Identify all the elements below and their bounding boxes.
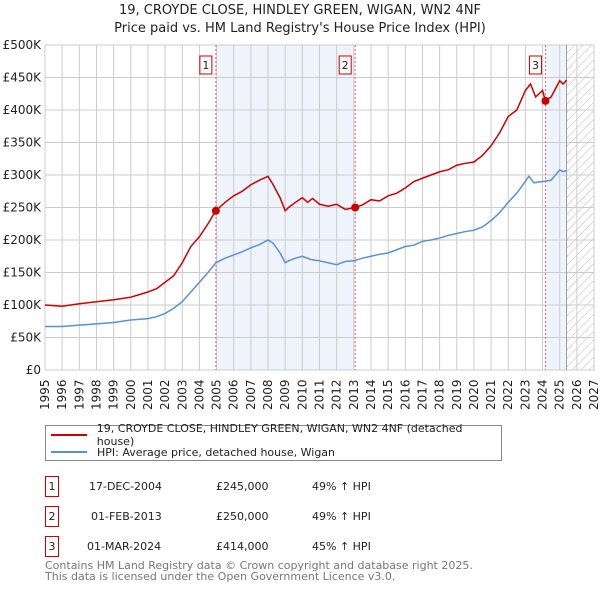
x-tick-label: 2020 [467, 379, 481, 410]
x-tick-label: 2026 [570, 379, 584, 410]
x-tick-label: 2008 [261, 379, 275, 410]
sale-marker-label: 2 [45, 506, 59, 527]
x-tick-label: 2000 [124, 379, 138, 410]
y-tick-label: £0 [26, 363, 41, 377]
x-tick-label: 2018 [433, 379, 447, 410]
y-tick-label: £400K [3, 103, 43, 117]
x-tick-label: 2022 [501, 379, 515, 410]
chart-title: 19, CROYDE CLOSE, HINDLEY GREEN, WIGAN, … [118, 3, 482, 18]
x-tick-label: 2017 [415, 379, 429, 410]
x-tick-label: 2012 [330, 379, 344, 410]
hpi-line [45, 168, 567, 328]
x-tick-label: 2004 [192, 379, 206, 410]
x-tick-label: 1999 [107, 379, 121, 410]
x-tick-label: 2002 [158, 379, 172, 410]
y-tick-label: £250K [3, 201, 43, 215]
y-tick-label: £50K [10, 331, 42, 345]
sale-point [211, 206, 220, 215]
x-tick-label: 2027 [587, 379, 600, 410]
x-tick-label: 2005 [210, 379, 224, 410]
sale-point [351, 203, 360, 212]
price-paid-line [44, 79, 568, 308]
sale-label-box [338, 55, 352, 75]
x-tick-label: 2024 [536, 379, 550, 410]
sale-date: 17-DEC-2004 [89, 480, 163, 493]
sale-hpi: 45% ↑ HPI [312, 540, 371, 553]
sale-price: £245,000 [216, 480, 269, 493]
sale-price: £250,000 [216, 510, 269, 523]
sale-point [541, 96, 550, 105]
sale-label: 2 [342, 59, 349, 72]
footer-licence: This data is licensed under the Open Gov… [45, 570, 396, 583]
x-tick-label: 1996 [55, 379, 69, 410]
footer-copyright: Contains HM Land Registry data © Crown c… [45, 559, 473, 572]
x-tick-label: 2023 [518, 379, 532, 410]
x-tick-label: 2001 [141, 379, 155, 410]
x-tick-label: 2014 [364, 379, 378, 410]
chart-subtitle: Price paid vs. HM Land Registry's House … [114, 21, 486, 36]
sale-label: 3 [532, 59, 539, 72]
x-tick-label: 2007 [244, 379, 258, 410]
y-tick-label: £150K [3, 266, 43, 280]
x-tick-label: 2019 [450, 379, 464, 410]
x-tick-label: 2003 [175, 379, 189, 410]
sale-label-box [528, 55, 542, 75]
legend-label: 19, CROYDE CLOSE, HINDLEY GREEN, WIGAN, … [96, 422, 463, 448]
legend-swatch-blue [51, 451, 87, 453]
x-tick-label: 1998 [89, 379, 103, 410]
chart-plot: 1995 1996 1997 1998 1999 2000 2001 2002 2003 2004… [3, 38, 600, 410]
x-tick-label: 2021 [484, 379, 498, 410]
legend: 19, CROYDE CLOSE, HINDLEY GREEN, WIGAN, … [45, 422, 502, 461]
x-tick-label: 2015 [381, 379, 395, 410]
sale-marker-label: 3 [45, 536, 59, 557]
y-tick-label: £350K [3, 136, 43, 150]
footer: Contains HM Land Registry data © Crown c… [45, 560, 473, 582]
y-tick-label: £450K [3, 71, 43, 85]
sale-label-box [199, 55, 213, 75]
legend-item-hpi: HPI: Average price, detached house, Wiga… [46, 444, 335, 460]
legend-label: HPI: Average price, detached house, Wiga… [97, 445, 336, 459]
x-tick-label: 2006 [227, 379, 241, 410]
x-tick-label: 2016 [398, 379, 412, 410]
x-tick-label: 1995 [38, 379, 52, 410]
y-tick-label: £100K [3, 298, 43, 312]
y-tick-label: £300K [3, 168, 43, 182]
sale-hpi: 49% ↑ HPI [312, 510, 371, 523]
x-tick-label: 2013 [347, 379, 361, 410]
y-tick-label: £200K [3, 233, 43, 247]
x-tick-label: 2011 [313, 379, 327, 410]
sale-hpi: 49% ↑ HPI [312, 480, 371, 493]
legend-item-property: 19, CROYDE CLOSE, HINDLEY GREEN, WIGAN, … [46, 422, 501, 448]
x-tick-label: 2025 [553, 379, 567, 410]
sale-price: £414,000 [216, 540, 269, 553]
x-tick-label: 2010 [295, 379, 309, 410]
legend-swatch-red [51, 434, 87, 436]
sale-label: 1 [202, 59, 209, 72]
sale-marker-label: 1 [45, 476, 59, 497]
y-tick-label: £500K [3, 38, 43, 52]
x-tick-label: 1997 [72, 379, 86, 410]
sale-date: 01-MAR-2024 [87, 540, 162, 553]
x-tick-label: 2009 [278, 379, 292, 410]
sale-date: 01-FEB-2013 [91, 510, 162, 523]
